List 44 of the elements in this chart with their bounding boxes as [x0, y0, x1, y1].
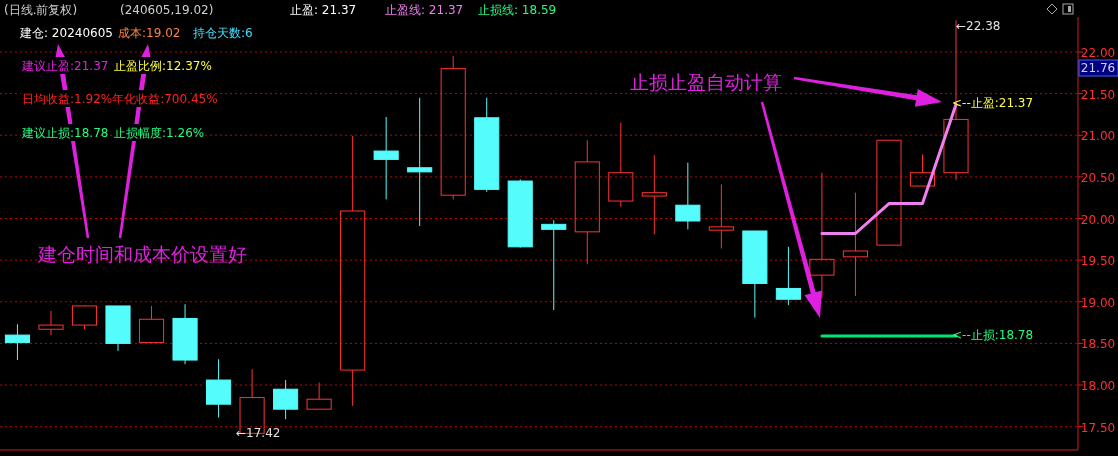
candlestick: [4, 323, 31, 361]
candlestick: [574, 139, 600, 265]
candlestick: [842, 192, 868, 297]
candlestick: [641, 154, 667, 235]
y-tick-label: 18.50: [1080, 337, 1116, 352]
y-tick-label: 20.50: [1080, 170, 1116, 185]
candlestick: [340, 135, 366, 407]
candlestick: [38, 310, 64, 336]
candlestick: [373, 116, 399, 200]
annotation: 止损幅度:1.26%: [114, 126, 205, 140]
candlestick: [172, 303, 198, 365]
candlestick: [541, 219, 567, 311]
candlestick: [206, 358, 232, 419]
text: 21.76: [1080, 61, 1116, 75]
y-tick-label: 19.00: [1080, 295, 1116, 310]
annotation: 持仓天数:6: [193, 26, 253, 40]
annotation: <--止盈:21.37: [952, 96, 1034, 110]
candlestick: [474, 97, 500, 193]
text: 止盈: 21.37: [290, 3, 357, 17]
candlestick: [407, 97, 433, 227]
annotation: ←17.42: [236, 426, 281, 440]
annotation: 成本:19.02: [118, 26, 181, 40]
candlestick: [273, 379, 299, 420]
annotation: 日均收益:1.92%年化收益:700.45%: [22, 92, 218, 106]
y-tick-label: 20.00: [1080, 212, 1116, 227]
y-tick-label: 19.50: [1080, 254, 1116, 269]
chart-title: (日线.前复权): [4, 3, 78, 17]
annotation: 建议止损:18.78: [21, 126, 109, 140]
text: 止损线: 18.59: [478, 3, 557, 17]
annotation: 建议止盈:21.37: [21, 59, 109, 73]
candlestick: [809, 172, 835, 299]
y-tick-label: 17.50: [1080, 420, 1116, 435]
y-tick-label: 22.00: [1080, 45, 1116, 60]
annotation: <--止损:18.78: [952, 328, 1034, 342]
annotation: 建仓时间和成本价设置好: [37, 243, 247, 265]
y-tick-label: 18.00: [1080, 379, 1116, 394]
annotation: 止损止盈自动计算: [630, 71, 782, 93]
y-tick-label: 21.00: [1080, 129, 1116, 144]
candlestick: [708, 183, 734, 249]
y-tick-label: 21.50: [1080, 87, 1116, 102]
annotation: 止盈比例:12.37%: [114, 59, 212, 73]
annotation: 建仓: 20240605: [19, 26, 113, 40]
chart-subtitle: (240605,19.02): [120, 3, 214, 17]
text: 止盈线: 21.37: [385, 3, 464, 17]
